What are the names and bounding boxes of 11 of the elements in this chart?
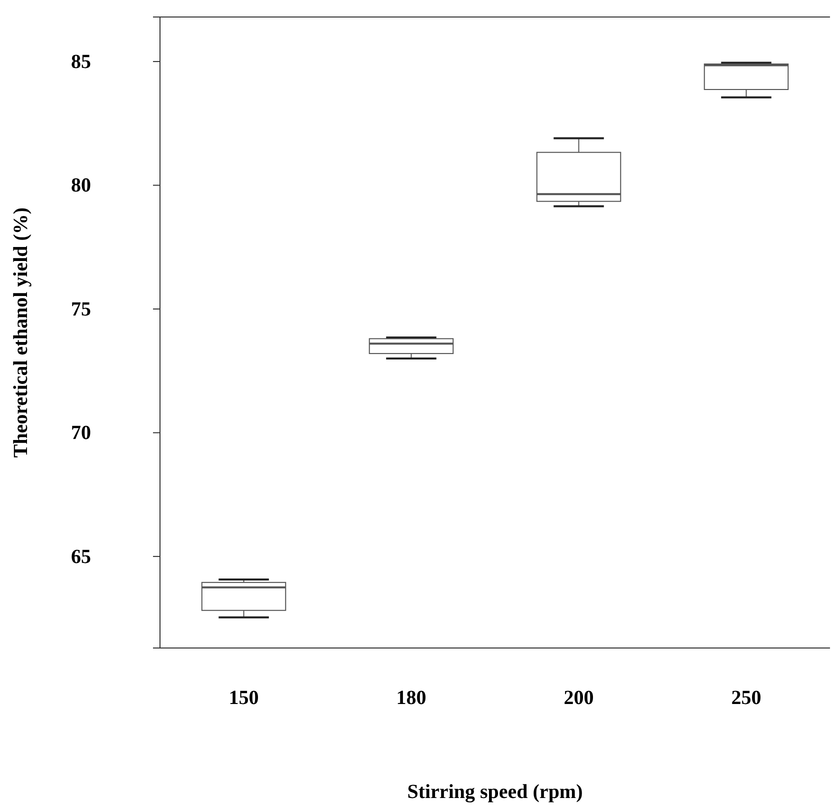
y-tick-label: 75 bbox=[71, 298, 91, 320]
y-tick-label: 85 bbox=[71, 50, 91, 73]
x-axis-title: Stirring speed (rpm) bbox=[407, 781, 583, 803]
x-tick-label: 250 bbox=[731, 687, 762, 710]
y-axis-title: Theoretical ethanol yield (%) bbox=[10, 207, 32, 458]
y-tick-label: 70 bbox=[71, 422, 91, 444]
y-tick-label: 80 bbox=[71, 174, 91, 197]
x-tick-label: 150 bbox=[228, 687, 259, 710]
y-tick-label: 65 bbox=[71, 546, 91, 568]
x-tick-label: 180 bbox=[396, 687, 426, 710]
x-tick-label: 200 bbox=[564, 687, 594, 710]
